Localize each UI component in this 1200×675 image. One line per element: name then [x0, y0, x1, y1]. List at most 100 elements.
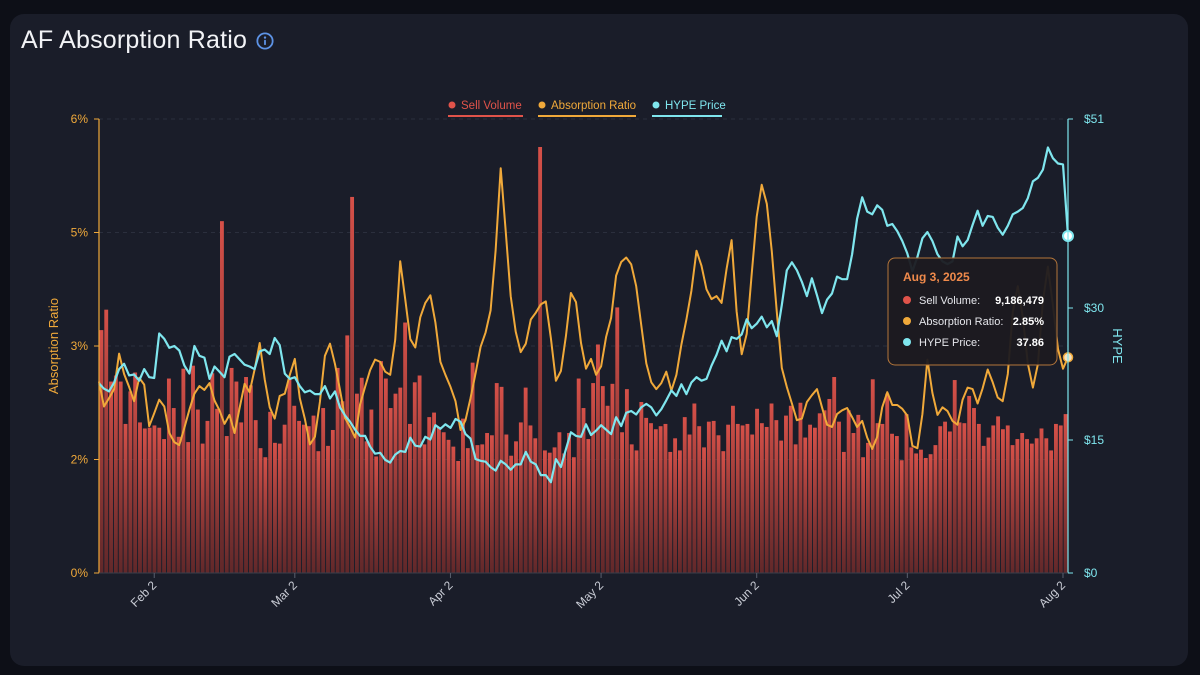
sell-volume-bar [147, 427, 152, 573]
sell-volume-bar [735, 423, 740, 573]
sell-volume-bar [591, 383, 596, 573]
sell-volume-bar [697, 426, 702, 573]
sell-volume-bar [263, 457, 268, 573]
sell-volume-bar [518, 422, 523, 573]
sell-volume-bar [383, 378, 388, 573]
sell-volume-bar [552, 447, 557, 573]
sell-volume-bar [571, 457, 576, 573]
sell-volume-bar [441, 432, 446, 573]
sell-volume-bar [224, 436, 229, 573]
sell-volume-bar [769, 403, 774, 573]
sell-volume-bar [538, 147, 543, 573]
tooltip-row-dot [903, 338, 911, 346]
sell-volume-bar [412, 382, 417, 573]
y-right-tick-label: $30 [1084, 301, 1104, 315]
sell-volume-bar [99, 330, 104, 573]
sell-volume-bar [952, 380, 957, 573]
sell-volume-bar [682, 417, 687, 573]
sell-volume-bar [113, 375, 118, 573]
x-tick-label: Mar 2 [268, 578, 300, 610]
sell-volume-bar [745, 423, 750, 573]
sell-volume-bar [808, 424, 813, 573]
sell-volume-bar [514, 441, 518, 573]
sell-volume-bar [1034, 438, 1039, 573]
sell-volume-bar [880, 423, 885, 573]
sell-volume-bar [152, 425, 157, 573]
sell-volume-bar [615, 307, 620, 573]
sell-volume-bar [528, 425, 533, 573]
sell-volume-bar [562, 453, 567, 573]
x-tick-label: Jul 2 [885, 578, 913, 606]
sell-volume-bar [620, 432, 624, 573]
sell-volume-bar [576, 378, 581, 573]
sell-volume-bar [731, 405, 735, 573]
sell-volume-bar [894, 436, 899, 573]
sell-volume-bar [287, 379, 292, 573]
legend-label: HYPE Price [665, 100, 726, 112]
sell-volume-bar [316, 451, 321, 573]
sell-volume-bar [649, 423, 653, 573]
sell-volume-bar [610, 383, 615, 573]
sell-volume-bar [297, 420, 301, 573]
info-icon[interactable] [256, 31, 274, 50]
sell-volume-bar [123, 423, 128, 573]
sell-volume-bar [962, 423, 967, 573]
sell-volume-bar [350, 196, 355, 573]
sell-volume-bar [644, 417, 649, 573]
sell-volume-bar [104, 309, 109, 573]
sell-volume-bar [229, 367, 234, 573]
sell-volume-bar [885, 393, 890, 573]
sell-volume-bar [321, 408, 326, 573]
sell-volume-bar [436, 426, 441, 573]
sell-volume-bar [755, 408, 759, 573]
sell-volume-bar [504, 434, 509, 573]
legend-item: Absorption Ratio [538, 100, 636, 117]
sell-volume-bar [677, 450, 682, 573]
sell-volume-bar [581, 408, 586, 573]
sell-volume-bar [866, 442, 870, 573]
sell-volume-bar [938, 426, 943, 573]
tooltip-row-label: Sell Volume: [919, 295, 980, 307]
sell-volume-bar [943, 421, 947, 573]
sell-volume-bar [817, 413, 822, 573]
sell-volume-bar [557, 432, 562, 573]
sell-volume-bar [904, 414, 909, 573]
legend: Sell Volume Absorption Ratio HYPE Price [448, 100, 726, 117]
tooltip-row-dot [903, 317, 911, 325]
sell-volume-bar [784, 415, 788, 573]
tooltip-row-label: HYPE Price: [919, 337, 980, 349]
sell-volume-bar [369, 409, 374, 573]
sell-volume-bar [750, 434, 755, 573]
sell-volume-bar [301, 424, 306, 573]
sell-volume-bar [890, 433, 894, 573]
sell-volume-bar [986, 437, 991, 573]
sell-volume-bar [1015, 439, 1020, 573]
x-tick-label: Jun 2 [731, 578, 762, 609]
legend-label: Sell Volume [461, 100, 522, 112]
sell-volume-bar [451, 446, 456, 573]
sell-volume-bar [292, 405, 297, 573]
sell-volume-bar [851, 433, 856, 573]
sell-volume-bar [837, 421, 841, 573]
sell-volume-bar [422, 444, 427, 573]
y-left-tick-label: 5% [71, 226, 89, 240]
sell-volume-bar [812, 427, 817, 573]
sell-volume-bar [470, 362, 475, 573]
sell-volume-bars [99, 147, 1068, 573]
tooltip-date: Aug 3, 2025 [903, 270, 970, 284]
sell-volume-bar [914, 453, 919, 573]
sell-volume-bar [567, 433, 571, 573]
sell-volume-bar [933, 445, 938, 573]
sell-volume-bar [803, 437, 808, 573]
y-left-axis-title: Absorption Ratio [46, 298, 61, 394]
sell-volume-bar [523, 387, 528, 573]
sell-volume-bar [133, 372, 138, 573]
sell-volume-bar [967, 395, 972, 573]
sell-volume-bar [489, 435, 494, 573]
sell-volume-bar [841, 451, 846, 573]
sell-volume-bar [417, 375, 422, 573]
sell-volume-bar [658, 426, 663, 573]
sell-volume-bar [991, 425, 996, 573]
sell-volume-bar [335, 367, 340, 573]
tooltip-box [887, 257, 1058, 366]
